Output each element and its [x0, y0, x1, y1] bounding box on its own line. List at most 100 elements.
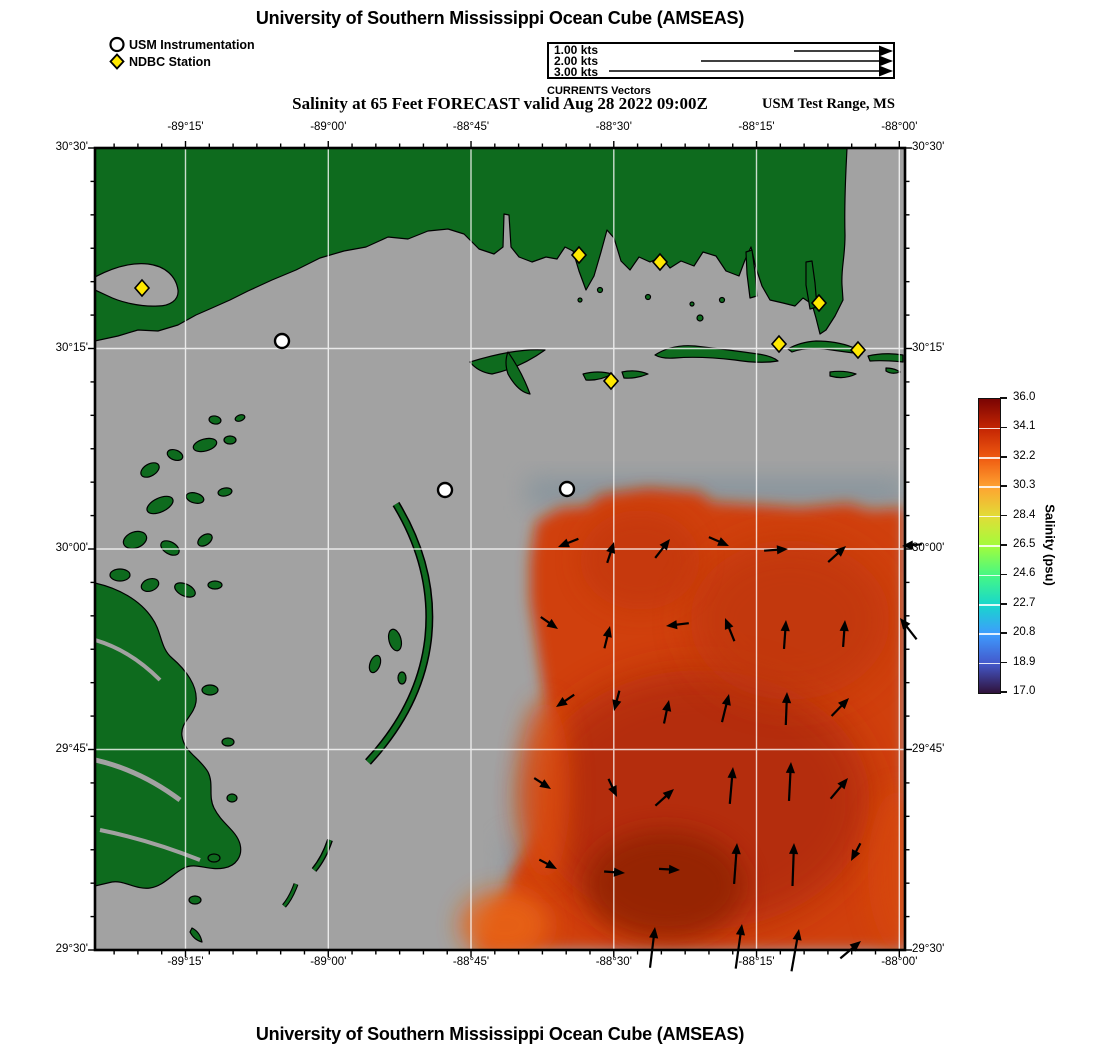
- current-vector-arrows: [533, 536, 922, 972]
- lon-label-bottom: -88°00': [881, 956, 918, 968]
- current-arrow: [764, 545, 788, 555]
- current-arrow: [727, 767, 737, 804]
- legend-ndbc-label: NDBC Station: [129, 54, 211, 69]
- lon-label-top: -89°15': [167, 121, 204, 133]
- colorbar-tick: [1000, 426, 1007, 429]
- current-arrow: [830, 698, 849, 717]
- current-arrow: [839, 941, 861, 960]
- colorbar-tick-label: 34.1: [1013, 420, 1036, 433]
- lat-label-right: 30°15': [912, 341, 945, 354]
- lat-label-right: 29°45': [912, 742, 945, 755]
- colorbar-tick-label: 24.6: [1013, 567, 1036, 580]
- current-arrow: [851, 842, 862, 861]
- colorbar-tick-label: 28.4: [1013, 508, 1036, 521]
- land-areas: [96, 149, 904, 943]
- current-arrow: [734, 924, 745, 969]
- colorbar-tick-label: 32.2: [1013, 449, 1036, 462]
- mainland-coast: [96, 149, 848, 342]
- colorbar-tick: [1000, 603, 1007, 605]
- lat-label-left: 29°30': [55, 943, 88, 955]
- lon-label-top: -88°00': [881, 121, 918, 133]
- colorbar-tick-label: 17.0: [1013, 685, 1036, 697]
- current-arrow: [724, 618, 736, 642]
- current-arrow: [607, 778, 617, 797]
- current-arrow: [708, 536, 729, 546]
- current-arrow: [827, 546, 846, 563]
- usm-instrumentation-marker: [558, 480, 576, 498]
- colorbar-gridline: [979, 633, 1000, 635]
- colorbar-gridline: [979, 574, 1000, 577]
- current-arrow: [540, 616, 558, 629]
- current-arrow: [790, 929, 802, 972]
- currents-speed-1: 1.00 kts: [554, 43, 599, 57]
- colorbar-tick: [1000, 544, 1007, 546]
- current-arrow: [785, 762, 795, 801]
- current-arrow: [666, 620, 689, 630]
- salinity-plume-field: [460, 478, 904, 949]
- lon-label-top: -89°00': [310, 121, 347, 133]
- lon-label-bottom: -88°30': [595, 956, 632, 968]
- current-arrow: [602, 626, 612, 649]
- current-arrow: [538, 858, 557, 869]
- current-arrow: [839, 620, 849, 647]
- page-title-bottom: University of Southern Mississippi Ocean…: [255, 1024, 745, 1044]
- ndbc-station-marker: [849, 340, 867, 360]
- colorbar-tick-label: 20.8: [1013, 626, 1036, 639]
- current-arrow: [558, 537, 579, 548]
- lat-label-right: 29°30': [912, 943, 945, 955]
- colorbar-tick-label: 22.7: [1013, 596, 1036, 609]
- graticule: [95, 148, 905, 950]
- colorbar-tick: [1000, 397, 1007, 399]
- current-arrow: [658, 864, 680, 874]
- colorbar-tick: [1000, 691, 1007, 693]
- lon-label-top: -88°15': [738, 121, 775, 133]
- lat-label-left: 30°30': [55, 141, 88, 153]
- current-arrow: [654, 539, 670, 559]
- ndbc-station-marker: [651, 252, 669, 272]
- colorbar-tick-label: 36.0: [1013, 391, 1036, 403]
- current-arrow: [533, 777, 551, 789]
- usm-instrumentation-marker: [436, 481, 454, 499]
- colorbar-gridline: [979, 427, 1000, 430]
- current-arrow: [900, 618, 918, 640]
- colorbar-gridline: [979, 515, 1000, 518]
- lon-label-bottom: -89°00': [310, 956, 347, 968]
- colorbar-gridline: [979, 486, 1000, 488]
- lon-label-bottom: -88°15': [738, 956, 775, 968]
- colorbar-tick: [1000, 632, 1007, 634]
- marsh-channels: [96, 638, 201, 862]
- currents-speed-3: 3.00 kts: [554, 65, 599, 79]
- page-title: University of Southern Mississippi Ocean…: [255, 8, 745, 28]
- colorbar-tick: [1000, 456, 1007, 458]
- colorbar-gridline: [979, 662, 1000, 665]
- current-arrow: [902, 540, 922, 550]
- lat-label-left: 30°00': [55, 542, 88, 554]
- station-markers: [133, 245, 867, 499]
- current-arrow: [604, 867, 625, 877]
- current-arrow: [780, 620, 790, 649]
- range-label: USM Test Range, MS: [762, 96, 895, 112]
- colorbar-title: Salinity (psu): [1042, 504, 1058, 586]
- lon-label-top: -88°45': [452, 121, 490, 133]
- ndbc-station-marker: [602, 371, 620, 391]
- current-arrow: [720, 694, 731, 723]
- map-subtitle: Salinity at 65 Feet FORECAST valid Aug 2…: [292, 94, 708, 113]
- currents-legend-arrows: [609, 45, 893, 77]
- ndbc-station-marker: [133, 278, 151, 298]
- lat-label-left: 30°15': [55, 341, 88, 354]
- colorbar-gridline: [979, 604, 1000, 606]
- lat-label-right: 30°30': [912, 141, 945, 153]
- current-arrow: [731, 843, 741, 884]
- lon-label-bottom: -89°15': [167, 956, 204, 968]
- current-arrow: [782, 692, 792, 726]
- lat-label-left: 29°45': [55, 742, 88, 755]
- colorbar-tick: [1000, 514, 1007, 517]
- usm-circle-icon: [109, 36, 125, 53]
- colorbar-tick-label: 18.9: [1013, 655, 1036, 668]
- lon-label-top: -88°30': [595, 121, 632, 133]
- colorbar: [978, 398, 1001, 694]
- marker-legend: USM Instrumentation NDBC Station: [108, 36, 255, 70]
- legend-row-ndbc: NDBC Station: [108, 53, 255, 70]
